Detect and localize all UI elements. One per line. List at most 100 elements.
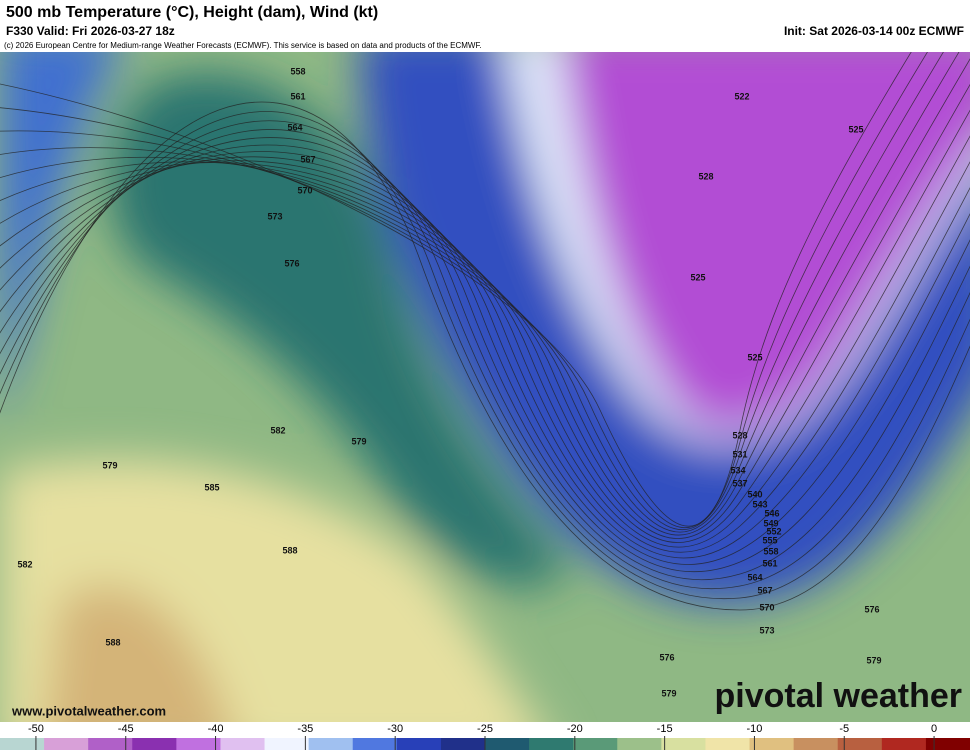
colorbar-segment	[705, 738, 751, 750]
contour-label: 579	[351, 436, 366, 446]
height-contour	[0, 52, 912, 527]
height-contour	[0, 83, 970, 539]
height-contour	[0, 156, 970, 553]
height-contour	[0, 101, 970, 611]
height-contour	[0, 120, 970, 590]
colorbar-segment	[925, 738, 970, 750]
contour-label: 570	[759, 602, 774, 612]
watermark-brand: pivotal weather	[714, 677, 962, 715]
warm-core	[44, 585, 229, 722]
colorbar-segment	[220, 738, 266, 750]
colorbar-segment	[793, 738, 839, 750]
height-contour	[0, 137, 970, 572]
init-time: Init: Sat 2026-03-14 00z ECMWF	[784, 24, 964, 38]
contour-label: 546	[764, 508, 779, 518]
colorbar-tick-label: -10	[746, 723, 762, 735]
height-contour	[0, 135, 970, 548]
contour-label: 531	[732, 449, 747, 459]
contour-label: 573	[267, 211, 282, 221]
contour-label: 552	[766, 526, 781, 536]
colorbar-segment	[0, 738, 45, 750]
colorbar-segment	[176, 738, 221, 750]
subtitle: F330 Valid: Fri 2026-03-27 18z	[6, 24, 175, 38]
colorbar-tick-label: -35	[297, 723, 313, 735]
colorbar-tick-label: -40	[208, 723, 224, 735]
contour-label: 549	[763, 518, 778, 528]
colorbar-tick-label: -25	[477, 723, 493, 735]
copyright: (c) 2026 European Centre for Medium-rang…	[4, 41, 482, 50]
contour-label: 582	[270, 425, 285, 435]
contour-label: 567	[757, 585, 772, 595]
colorbar-segment	[881, 738, 927, 750]
cold-core	[563, 52, 970, 431]
colorbar-tick-label: -30	[387, 723, 403, 735]
height-contour	[0, 144, 970, 565]
height-contour	[0, 109, 970, 543]
contour-label: 582	[17, 559, 32, 569]
contour-label: 570	[297, 185, 312, 195]
watermark-url: www.pivotalweather.com	[11, 703, 166, 718]
contour-label: 561	[290, 91, 305, 101]
colorbar-segment	[308, 738, 354, 750]
title: 500 mb Temperature (°C), Height (dam), W…	[6, 4, 378, 21]
contour-label: 558	[290, 66, 305, 76]
contour-label: 558	[763, 546, 778, 556]
contour-label: 588	[105, 637, 120, 647]
contour-labels: 5585615645675705735765825795795855885825…	[17, 66, 881, 698]
contour-label: 588	[282, 545, 297, 555]
colorbar-segment	[573, 738, 618, 750]
trough-teal	[109, 73, 570, 586]
colorbar-segment	[264, 738, 310, 750]
contour-label: 567	[300, 154, 315, 164]
colorbar-segment	[396, 738, 442, 750]
colorbar-segment	[44, 738, 89, 750]
contour-label: 564	[747, 572, 762, 582]
colorbar-segment	[440, 738, 486, 750]
contour-label: 525	[848, 124, 863, 134]
colorbar: -50 -45 -40 -35 -30 -25 -20 -15 -10 -5 0	[0, 723, 970, 750]
contour-label: 522	[734, 91, 749, 101]
contour-label: 579	[661, 688, 676, 698]
height-contour	[0, 151, 970, 559]
colorbar-segment	[529, 738, 574, 750]
height-contour	[0, 129, 970, 581]
contour-label: 543	[752, 499, 767, 509]
contour-label: 528	[732, 430, 747, 440]
colorbar-tick-label: -50	[28, 723, 44, 735]
contour-label: 528	[698, 171, 713, 181]
colorbar-segment	[485, 738, 530, 750]
contour-label: 579	[102, 460, 117, 470]
colorbar-tick-label: -15	[657, 723, 673, 735]
pacific-cold	[0, 52, 118, 430]
contour-label: 525	[690, 272, 705, 282]
colorbar-segment	[617, 738, 662, 750]
colorbar-tick-label: 0	[931, 723, 937, 735]
colorbar-segment	[749, 738, 795, 750]
height-contour	[0, 111, 970, 600]
colorbar-tick-label: -45	[118, 723, 134, 735]
colorbar-tick-label: -20	[567, 723, 583, 735]
colorbar-segment	[661, 738, 706, 750]
contour-label: 576	[284, 258, 299, 268]
contour-label: 555	[762, 535, 777, 545]
height-contour	[0, 52, 960, 533]
colorbar-segment	[88, 738, 133, 750]
colorbar-segment	[837, 738, 883, 750]
contour-label: 534	[730, 465, 745, 475]
height-contours	[0, 52, 970, 611]
contour-label: 540	[747, 489, 762, 499]
contour-label: 564	[287, 122, 302, 132]
contour-label: 525	[747, 352, 762, 362]
colorbar-segment	[352, 738, 398, 750]
colorbar-tick-label: -5	[839, 723, 849, 735]
contour-label: 561	[762, 558, 777, 568]
colorbar-segment	[132, 738, 177, 750]
contour-label: 579	[866, 655, 881, 665]
height-contour	[0, 52, 944, 531]
contour-label: 537	[732, 478, 747, 488]
header-bg	[0, 0, 970, 52]
contour-label: 576	[864, 604, 879, 614]
height-contour	[0, 58, 970, 536]
